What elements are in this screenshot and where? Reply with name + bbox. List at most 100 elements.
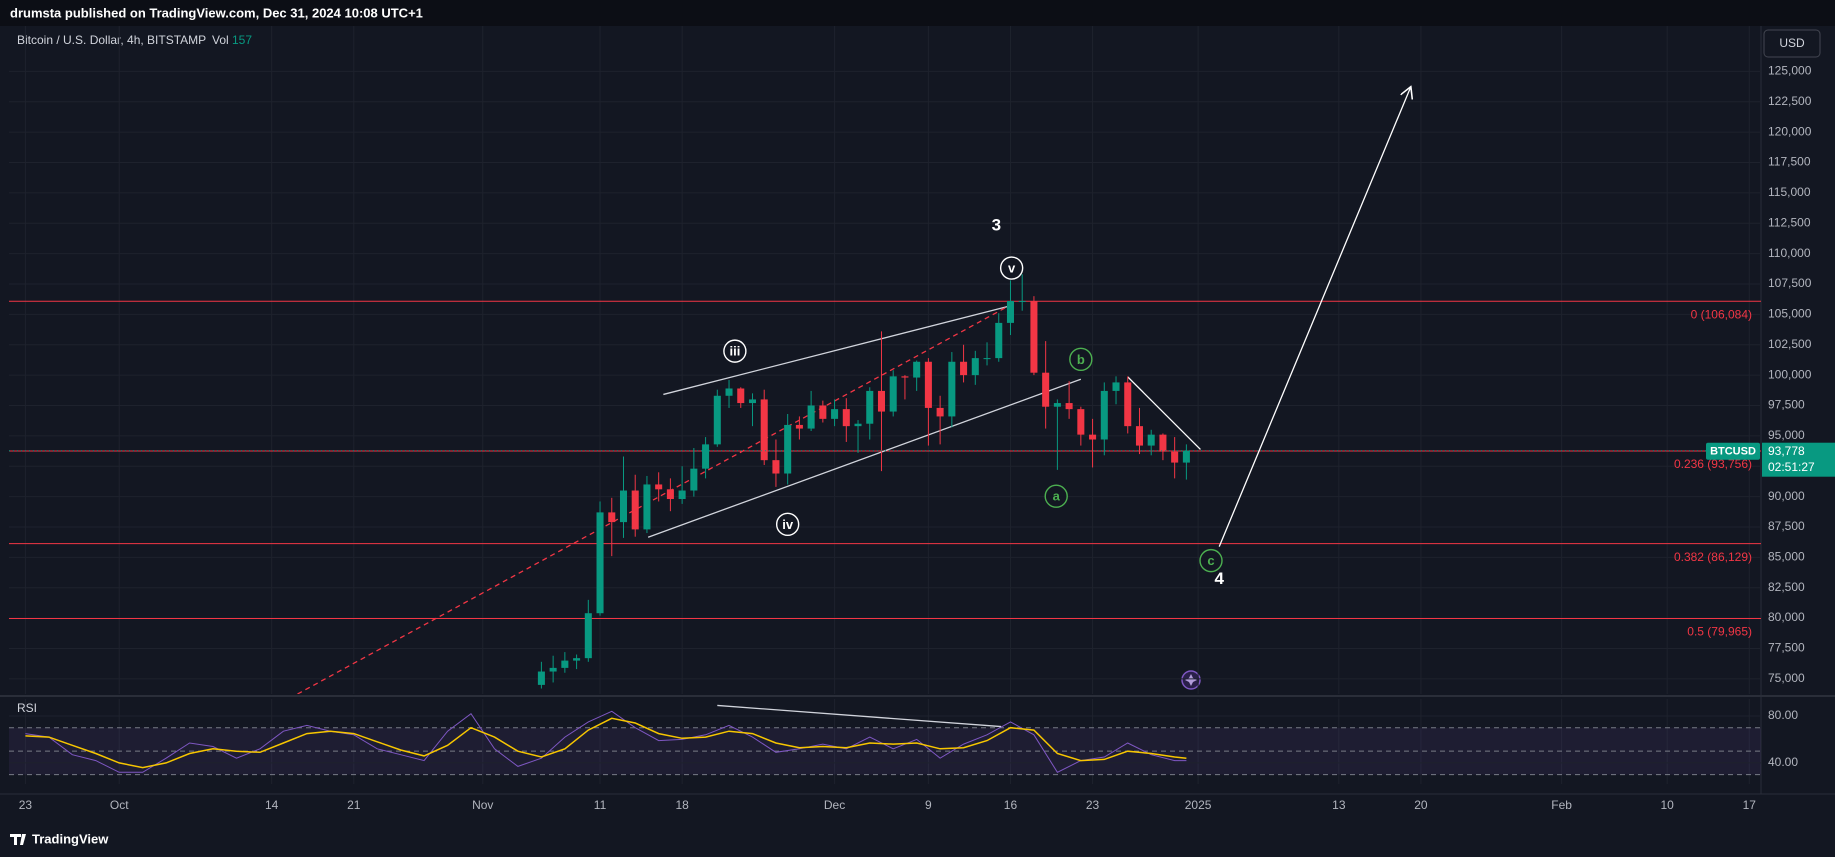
y-tick-label: 120,000 — [1768, 124, 1812, 138]
y-tick-label: 40.00 — [1768, 755, 1798, 769]
rsi-pane — [9, 699, 1761, 784]
currency-button[interactable] — [1763, 29, 1821, 58]
rsi-title: RSI — [17, 701, 37, 715]
candle-body — [1100, 390, 1108, 440]
wave-marker — [775, 512, 800, 537]
candle-body — [631, 490, 639, 530]
symbol: BTCUSD — [1710, 446, 1756, 458]
wave-marker — [1199, 548, 1223, 573]
candle-body — [1089, 434, 1097, 440]
y-tick-label: 95,000 — [1768, 428, 1805, 442]
volume-value: 157 — [232, 33, 252, 47]
x-tick-label: Oct — [110, 798, 129, 812]
candle-body — [1077, 409, 1085, 435]
x-tick-label: 13 — [1332, 798, 1346, 812]
y-tick-label: 82,500 — [1768, 580, 1805, 594]
candle-body — [561, 660, 569, 668]
x-tick-label: 2025 — [1185, 798, 1212, 812]
candle-body — [1018, 301, 1026, 303]
publisher: drumsta published on TradingView.com, De… — [10, 5, 423, 20]
footer-logo — [10, 834, 26, 845]
y-tick-label: 110,000 — [1768, 246, 1811, 260]
y-tick-label: 100,000 — [1768, 367, 1812, 381]
y-tick-label: 80.00 — [1768, 708, 1798, 722]
x-tick-label: 9 — [925, 798, 932, 812]
wave-label: c — [1207, 553, 1214, 568]
candle-body — [1042, 372, 1050, 407]
candle-body — [831, 409, 839, 419]
footer-brand: TradingView — [32, 831, 109, 846]
candle-body — [713, 395, 721, 445]
trend-line — [297, 303, 1012, 694]
wave-label: 4 — [1214, 569, 1224, 588]
wave-label: iii — [729, 344, 740, 359]
candle-body — [948, 361, 956, 417]
candle-body — [1147, 434, 1155, 446]
candle-body — [584, 613, 592, 659]
x-tick-label: 23 — [19, 798, 33, 812]
wave-marker — [999, 256, 1024, 280]
candle-body — [537, 671, 545, 685]
x-tick-label: 14 — [265, 798, 279, 812]
price-tag — [1762, 442, 1835, 477]
y-tick-label: 77,500 — [1768, 641, 1805, 655]
candle-body — [772, 460, 780, 474]
candle-body — [1112, 382, 1120, 391]
footer — [0, 822, 1835, 857]
x-tick-label: 11 — [594, 798, 607, 812]
wave-label: iv — [782, 517, 794, 532]
candle-body — [971, 358, 979, 376]
candle-body — [678, 490, 686, 500]
trend-line — [717, 704, 1002, 728]
wave-label: 3 — [992, 215, 1001, 234]
candle-body — [725, 388, 733, 396]
countdown: 02:51:27 — [1768, 460, 1815, 474]
candle-body — [1135, 426, 1143, 446]
candle-body — [866, 390, 874, 424]
last-price: 93,778 — [1768, 444, 1805, 458]
candle-body — [1159, 434, 1167, 452]
candle-body — [854, 423, 862, 427]
y-tick-label: 90,000 — [1768, 489, 1805, 503]
candle-body — [995, 322, 1003, 359]
y-tick-label: 97,500 — [1768, 398, 1805, 412]
wave-marker — [1069, 347, 1093, 372]
y-tick-label: 75,000 — [1768, 671, 1805, 685]
candle-body — [901, 376, 909, 378]
candle-body — [737, 388, 745, 404]
candle-body — [608, 512, 616, 523]
symbol-tag — [1706, 442, 1760, 460]
currency[interactable]: USD — [1779, 36, 1805, 50]
candle-body — [795, 424, 803, 429]
candle-body — [596, 512, 604, 614]
overlay: 23 Oct 14 21 Nov 11 18 Dec 9 16 23 2025 13 20 Feb 10 17 7… — [19, 64, 1835, 812]
candle-body — [760, 399, 768, 461]
fib-label: 0 (106,084) — [1691, 307, 1752, 321]
candle-body — [643, 484, 651, 530]
event-icon-star — [1185, 674, 1197, 686]
volume-label: Vol — [212, 33, 229, 47]
x-tick-label: 16 — [1004, 798, 1018, 812]
candle-body — [960, 361, 968, 376]
trend-line — [647, 378, 1082, 538]
y-tick-label: 125,000 — [1768, 64, 1812, 78]
x-tick-label: 17 — [1743, 798, 1757, 812]
candle-body — [1124, 382, 1132, 427]
fib-label: 0.5 (79,965) — [1687, 625, 1752, 639]
x-tick-label: 21 — [347, 798, 361, 812]
rsi-line — [25, 710, 1187, 773]
x-tick-label: 10 — [1661, 798, 1675, 812]
candle-body — [936, 407, 944, 417]
candle-body — [702, 444, 710, 469]
candle-body — [748, 399, 757, 404]
candle-body — [842, 409, 850, 427]
candle-body — [784, 424, 792, 474]
y-tick-label: 87,500 — [1768, 519, 1805, 533]
candle-body — [666, 489, 674, 500]
x-tick-label: Feb — [1551, 798, 1572, 812]
main-pane: 3 v iii iv a b c4 — [9, 26, 1761, 694]
candle-body — [913, 361, 921, 378]
y-tick-label: 102,500 — [1768, 337, 1812, 351]
